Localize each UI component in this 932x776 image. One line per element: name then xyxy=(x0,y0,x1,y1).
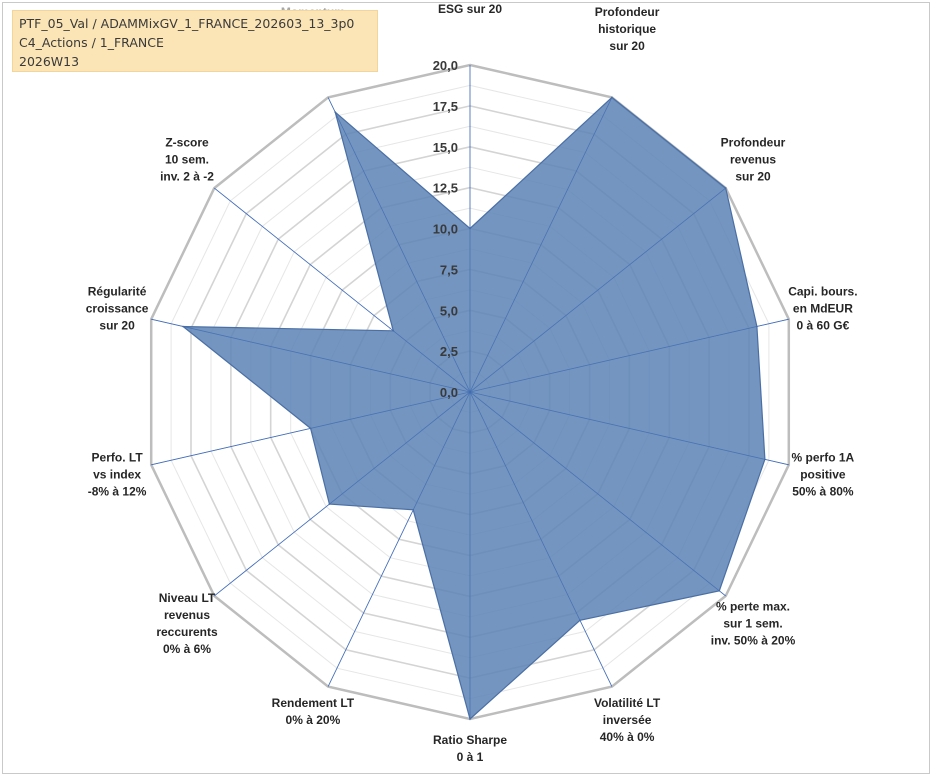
radar-spoke-overlay xyxy=(151,318,471,393)
radar-spoke-overlay xyxy=(469,97,613,393)
radial-tick-label: 2,5 xyxy=(440,344,458,359)
radar-spoke-overlay xyxy=(327,97,471,393)
axis-label-3: Capi. bours. en MdEUR 0 à 60 G€ xyxy=(788,285,857,333)
axis-label-5: % perte max. sur 1 sem. inv. 50% à 20% xyxy=(711,599,796,647)
radar-spoke-overlay xyxy=(469,391,613,687)
axis-label-7: Ratio Sharpe 0 à 1 xyxy=(433,733,507,764)
radial-tick-label: 12,5 xyxy=(433,181,458,196)
radar-spoke-overlay xyxy=(327,391,471,687)
info-line-category: C4_Actions / 1_FRANCE xyxy=(19,35,164,50)
axis-label-8: Rendement LT 0% à 20% xyxy=(272,696,355,727)
radar-spoke-overlay xyxy=(469,391,726,597)
info-line-portfolio: PTF_05_Val / ADAMMixGV_1_FRANCE_202603_1… xyxy=(19,16,355,31)
radial-tick-label: 5,0 xyxy=(440,303,458,318)
axis-label-9: Niveau LT revenus reccurents 0% à 6% xyxy=(156,591,218,656)
radial-tick-label: 17,5 xyxy=(433,99,458,114)
radial-tick-label: 20,0 xyxy=(433,58,458,73)
radar-spoke-overlay xyxy=(469,187,726,393)
axis-label-4: % perfo 1A positive 50% à 80% xyxy=(792,450,855,498)
radial-tick-label: 0,0 xyxy=(440,385,458,400)
axis-label-1: Profondeur historique sur 20 xyxy=(595,5,660,53)
axis-label-11: Régularité croissance sur 20 xyxy=(86,285,149,333)
radial-tick-label: 7,5 xyxy=(440,262,458,277)
radar-spoke-overlay xyxy=(151,391,471,466)
radial-tick-label: 15,0 xyxy=(433,140,458,155)
axis-label-10: Perfo. LT vs index -8% à 12% xyxy=(88,450,147,498)
radar-spoke-overlay xyxy=(469,318,789,393)
radial-tick-label: 10,0 xyxy=(433,222,458,237)
radar-spoke-overlay xyxy=(214,391,471,597)
axis-label-6: Volatilité LT inversée 40% à 0% xyxy=(594,696,661,744)
axis-label-2: Profondeur revenus sur 20 xyxy=(721,136,786,184)
radar-spoke-overlay xyxy=(214,187,471,393)
info-box: PTF_05_Val / ADAMMixGV_1_FRANCE_202603_1… xyxy=(12,10,378,72)
axis-label-12: Z-score 10 sem. inv. 2 à -2 xyxy=(160,136,214,184)
info-line-week: 2026W13 xyxy=(19,54,80,69)
radar-spoke-overlay xyxy=(469,391,789,466)
axis-label-0: NoteESG sur 20 xyxy=(438,0,502,16)
